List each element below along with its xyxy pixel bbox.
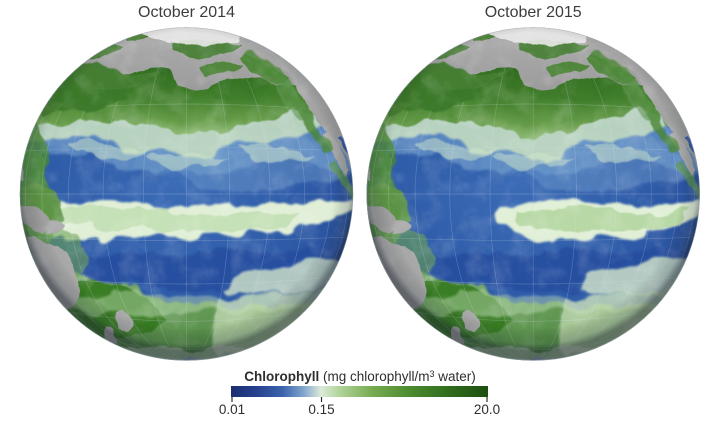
svg-text:Chlorophyll (mg chlorophyll/m3: Chlorophyll (mg chlorophyll/m3 water) xyxy=(244,369,476,384)
svg-text:0.01: 0.01 xyxy=(219,402,245,417)
svg-text:0.15: 0.15 xyxy=(308,402,334,417)
svg-text:October 2015: October 2015 xyxy=(485,4,582,21)
svg-text:October 2014: October 2014 xyxy=(138,4,235,21)
svg-text:20.0: 20.0 xyxy=(474,402,500,417)
